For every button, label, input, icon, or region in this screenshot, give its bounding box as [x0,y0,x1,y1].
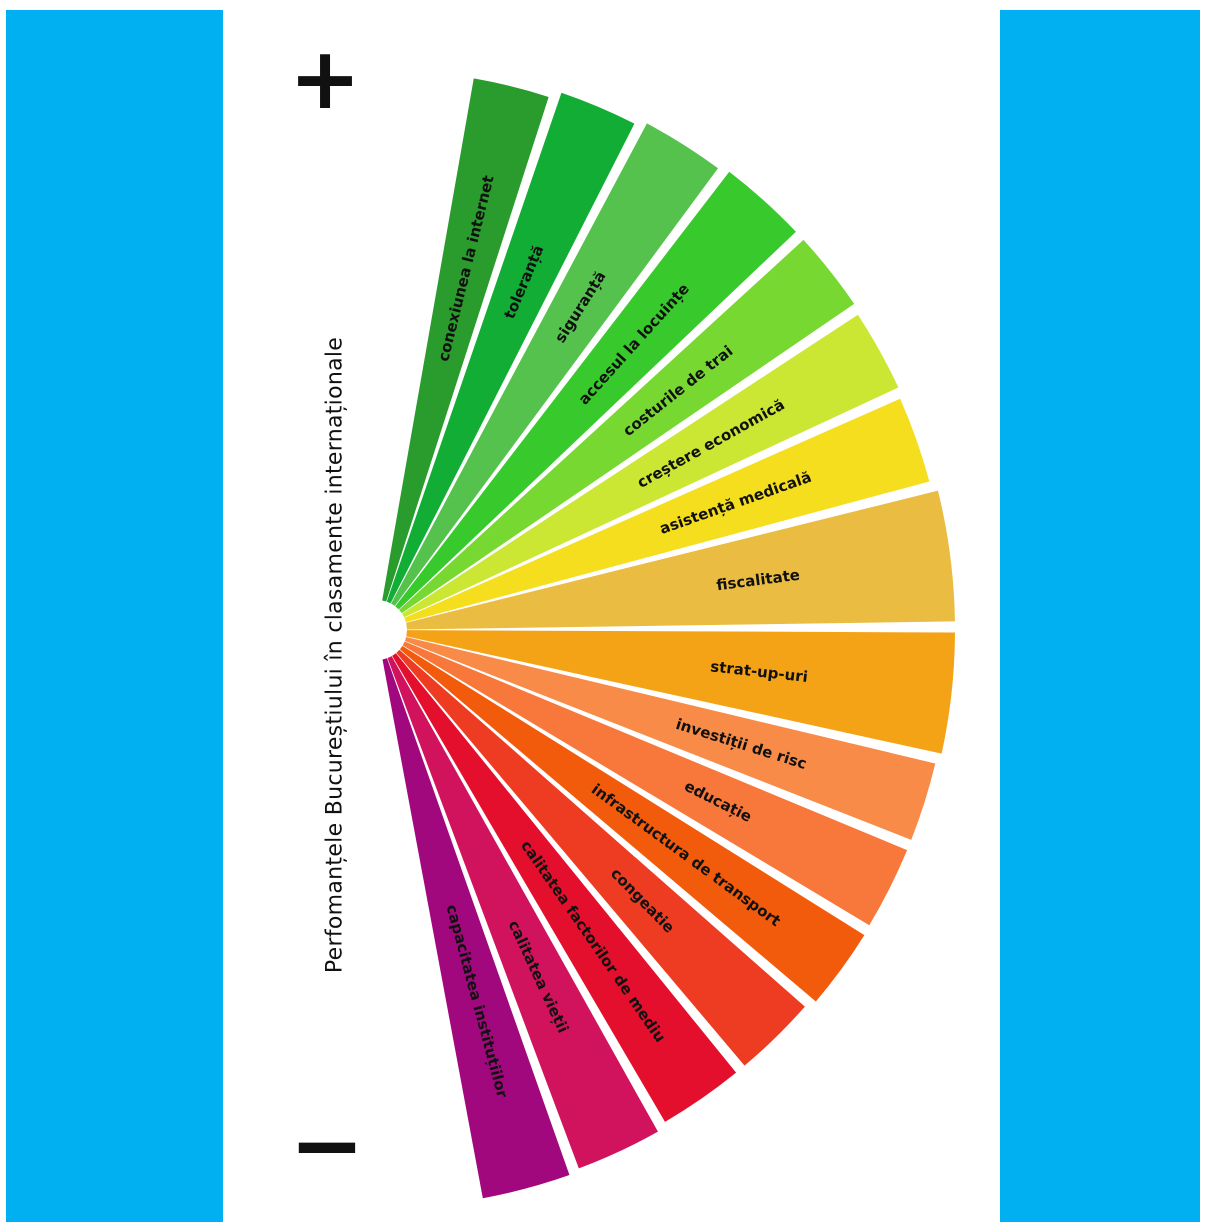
fan-wedge [404,398,930,623]
fan-wedge [386,92,635,604]
fan-wedge [395,171,796,610]
minus-marker: − [289,1093,364,1198]
fan-wedge [406,490,955,630]
left-side-band [6,10,223,1222]
fan-wedge [402,314,899,618]
fan-wedge [382,78,549,602]
fan-wedge [406,630,955,754]
fan-wedge [404,636,936,840]
fan-wedge [382,658,570,1199]
fan-wedges [382,78,955,1199]
fan-wedge [392,653,737,1122]
fan-wedge [391,123,719,606]
fan-wedge [399,645,865,1002]
fan-wedge [399,239,855,614]
plus-marker: + [289,29,361,129]
right-side-band [1000,10,1200,1222]
fan-wedge [402,641,908,926]
fan-wedge [396,649,805,1066]
fan-wedge [387,656,658,1169]
